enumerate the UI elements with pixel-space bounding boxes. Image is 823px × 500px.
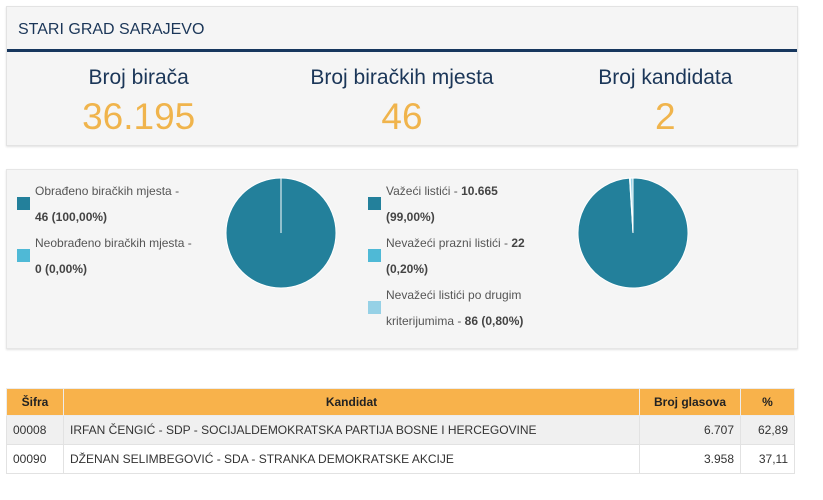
legend-label: Neobrađeno biračkih mjesta - bbox=[35, 236, 192, 250]
charts-panel: Obrađeno biračkih mjesta - 46 (100,00%) … bbox=[6, 169, 798, 349]
stat-voters: Broj birača 36.195 bbox=[7, 52, 270, 144]
panel-title: STARI GRAD SARAJEVO bbox=[7, 7, 797, 52]
legend-value: 46 (100,00%) bbox=[35, 210, 108, 224]
table-header-row: Šifra Kandidat Broj glasova % bbox=[6, 388, 795, 416]
legend-percent: (0,20%) bbox=[386, 262, 429, 276]
stat-value: 2 bbox=[655, 96, 676, 137]
stats-row: Broj birača 36.195 Broj biračkih mjesta … bbox=[7, 52, 797, 144]
summary-panel: STARI GRAD SARAJEVO Broj birača 36.195 B… bbox=[6, 6, 798, 146]
legend-swatch bbox=[368, 301, 381, 314]
stat-label: Broj biračkih mjesta bbox=[310, 66, 494, 89]
legend-label: Obrađeno biračkih mjesta - bbox=[35, 184, 180, 198]
legend-item: Nevažeći prazni listići - 22 (0,20%) bbox=[368, 230, 568, 282]
stat-label: Broj kandidata bbox=[598, 66, 733, 89]
legend-swatch bbox=[368, 249, 381, 262]
cell-votes: 3.958 bbox=[639, 444, 741, 474]
cell-code: 00090 bbox=[6, 444, 64, 474]
legend-value: 0 (0,00%) bbox=[35, 262, 88, 276]
column-header-code: Šifra bbox=[6, 388, 64, 416]
legend-item: Nevažeći listići po drugim kriterijumima… bbox=[368, 282, 568, 334]
legend-value: 86 (0,80%) bbox=[464, 314, 524, 328]
legend-processed: Obrađeno biračkih mjesta - 46 (100,00%) … bbox=[17, 178, 217, 282]
column-header-votes: Broj glasova bbox=[639, 388, 741, 416]
cell-votes: 6.707 bbox=[639, 415, 741, 445]
legend-label: Nevažeći prazni listići - bbox=[386, 236, 512, 250]
legend-swatch bbox=[17, 197, 30, 210]
stat-value: 46 bbox=[381, 96, 423, 137]
legend-value: 10.665 bbox=[461, 184, 498, 198]
cell-candidate: DŽENAN SELIMBEGOVIĆ - SDA - STRANKA DEMO… bbox=[63, 444, 640, 474]
pie-chart-ballots bbox=[577, 177, 689, 289]
legend-percent: (99,00%) bbox=[386, 210, 435, 224]
column-header-candidate: Kandidat bbox=[63, 388, 640, 416]
stat-candidates: Broj kandidata 2 bbox=[534, 52, 797, 144]
table-row[interactable]: 00008 IRFAN ČENGIĆ - SDP - SOCIJALDEMOKR… bbox=[6, 415, 795, 445]
legend-swatch bbox=[17, 249, 30, 262]
legend-label-cont: kriterijumima - bbox=[386, 314, 465, 328]
legend-value: 22 bbox=[511, 236, 525, 250]
cell-candidate: IRFAN ČENGIĆ - SDP - SOCIJALDEMOKRATSKA … bbox=[63, 415, 640, 445]
table-row[interactable]: 00090 DŽENAN SELIMBEGOVIĆ - SDA - STRANK… bbox=[6, 444, 795, 474]
results-table: Šifra Kandidat Broj glasova % 00008 IRFA… bbox=[6, 388, 795, 474]
stat-value: 36.195 bbox=[82, 96, 196, 137]
legend-item: Obrađeno biračkih mjesta - 46 (100,00%) bbox=[17, 178, 217, 230]
cell-percent: 62,89 bbox=[740, 415, 795, 445]
stat-label: Broj birača bbox=[88, 66, 189, 89]
legend-item: Neobrađeno biračkih mjesta - 0 (0,00%) bbox=[17, 230, 217, 282]
legend-label: Nevažeći listići po drugim bbox=[386, 288, 522, 302]
legend-swatch bbox=[368, 197, 381, 210]
stat-polling-stations: Broj biračkih mjesta 46 bbox=[270, 52, 533, 144]
legend-ballots: Važeći listići - 10.665 (99,00%) Nevažeć… bbox=[368, 178, 568, 334]
cell-percent: 37,11 bbox=[740, 444, 795, 474]
legend-item: Važeći listići - 10.665 (99,00%) bbox=[368, 178, 568, 230]
cell-code: 00008 bbox=[6, 415, 64, 445]
column-header-percent: % bbox=[740, 388, 795, 416]
pie-chart-processed bbox=[225, 177, 337, 289]
legend-label: Važeći listići - bbox=[386, 184, 462, 198]
